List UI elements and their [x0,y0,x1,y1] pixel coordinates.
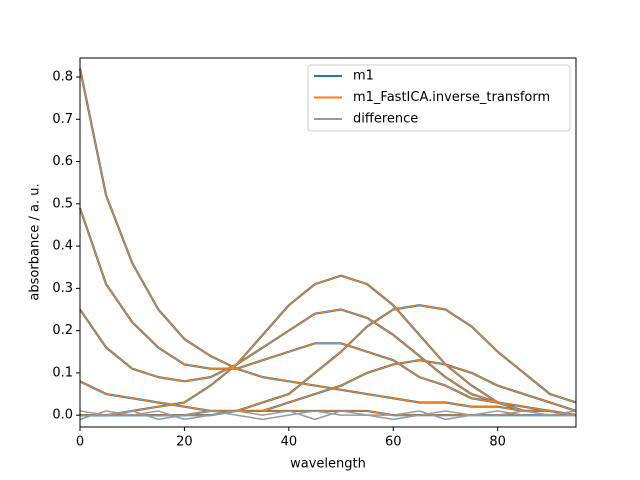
y-tick-label: 0.7 [52,112,73,127]
series-line [79,308,577,416]
x-tick-label: 40 [281,435,298,450]
y-tick-label: 0.5 [52,196,73,211]
y-tick-label: 0.0 [52,408,73,423]
y-tick-label: 0.2 [52,323,73,338]
legend-label: difference [353,112,418,127]
y-tick-label: 0.8 [52,70,73,85]
y-tick-label: 0.3 [52,281,73,296]
x-tick-label: 80 [489,435,506,450]
y-tick-label: 0.4 [52,239,73,254]
legend-label: m1_FastICA.inverse_transform [353,90,550,105]
legend-label: m1 [353,69,374,84]
series-line [79,410,576,421]
x-axis-label: wavelength [290,457,366,472]
series-line [79,410,577,421]
series-line [79,207,577,416]
x-tick-label: 0 [76,435,84,450]
series-line [79,68,577,416]
series-line [80,359,577,416]
y-tick-label: 0.6 [52,154,73,169]
plot-frame [79,57,577,428]
series-line [80,275,577,416]
x-tick-label: 60 [385,435,402,450]
x-tick-label: 20 [176,435,193,450]
y-axis-label: absorbance / a. u. [28,183,43,300]
y-tick-label: 0.1 [52,365,73,380]
legend-box [307,64,571,132]
